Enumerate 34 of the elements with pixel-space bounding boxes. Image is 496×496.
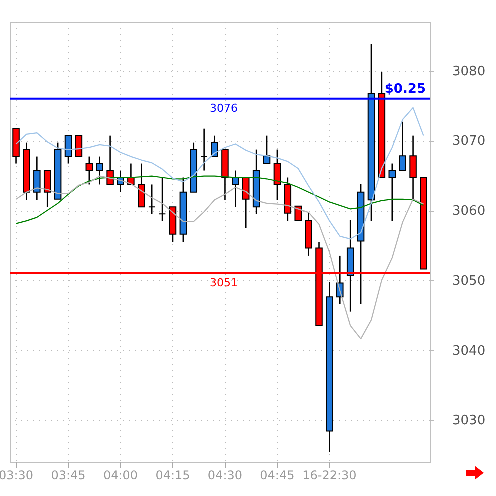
y-tick-label: 3070 bbox=[452, 134, 486, 150]
candlestick bbox=[388, 163, 396, 222]
candlestick bbox=[242, 177, 250, 229]
annotation: $0.25 bbox=[384, 82, 426, 97]
candlestick bbox=[294, 206, 302, 222]
y-tick-label: 3050 bbox=[452, 274, 486, 289]
x-tick-label: 03:30 bbox=[0, 468, 34, 482]
candlestick bbox=[86, 156, 94, 186]
y-tick-label: 3030 bbox=[452, 414, 486, 429]
candlestick bbox=[274, 149, 282, 201]
candlestick bbox=[64, 135, 72, 164]
candlestick bbox=[211, 135, 218, 158]
y-tick-label: 3060 bbox=[452, 204, 486, 220]
candlestick bbox=[399, 121, 406, 172]
candlestick bbox=[158, 177, 166, 222]
x-tick-label: 04:15 bbox=[156, 468, 190, 482]
candlestick bbox=[200, 128, 208, 172]
x-tick-label: 04:30 bbox=[208, 468, 243, 482]
y-tick-label: 3080 bbox=[452, 64, 486, 80]
x-tick-label: 04:00 bbox=[103, 468, 138, 482]
candlestick bbox=[96, 156, 104, 186]
candlestick bbox=[75, 135, 83, 158]
ref-line-label: 3051 bbox=[210, 276, 238, 290]
candlestick bbox=[148, 184, 156, 215]
candlestick bbox=[410, 135, 417, 201]
x-tick-label: 04:45 bbox=[260, 468, 295, 482]
y-tick-label: 3040 bbox=[452, 344, 486, 359]
candlestick bbox=[34, 156, 41, 201]
ref-line-label: 3076 bbox=[210, 102, 238, 115]
x-tick-label: 16-22:30 bbox=[302, 468, 357, 482]
x-tick-label: 03:45 bbox=[51, 468, 86, 482]
candlestick bbox=[138, 163, 146, 208]
candlestick bbox=[44, 170, 52, 208]
candlestick bbox=[263, 135, 271, 164]
